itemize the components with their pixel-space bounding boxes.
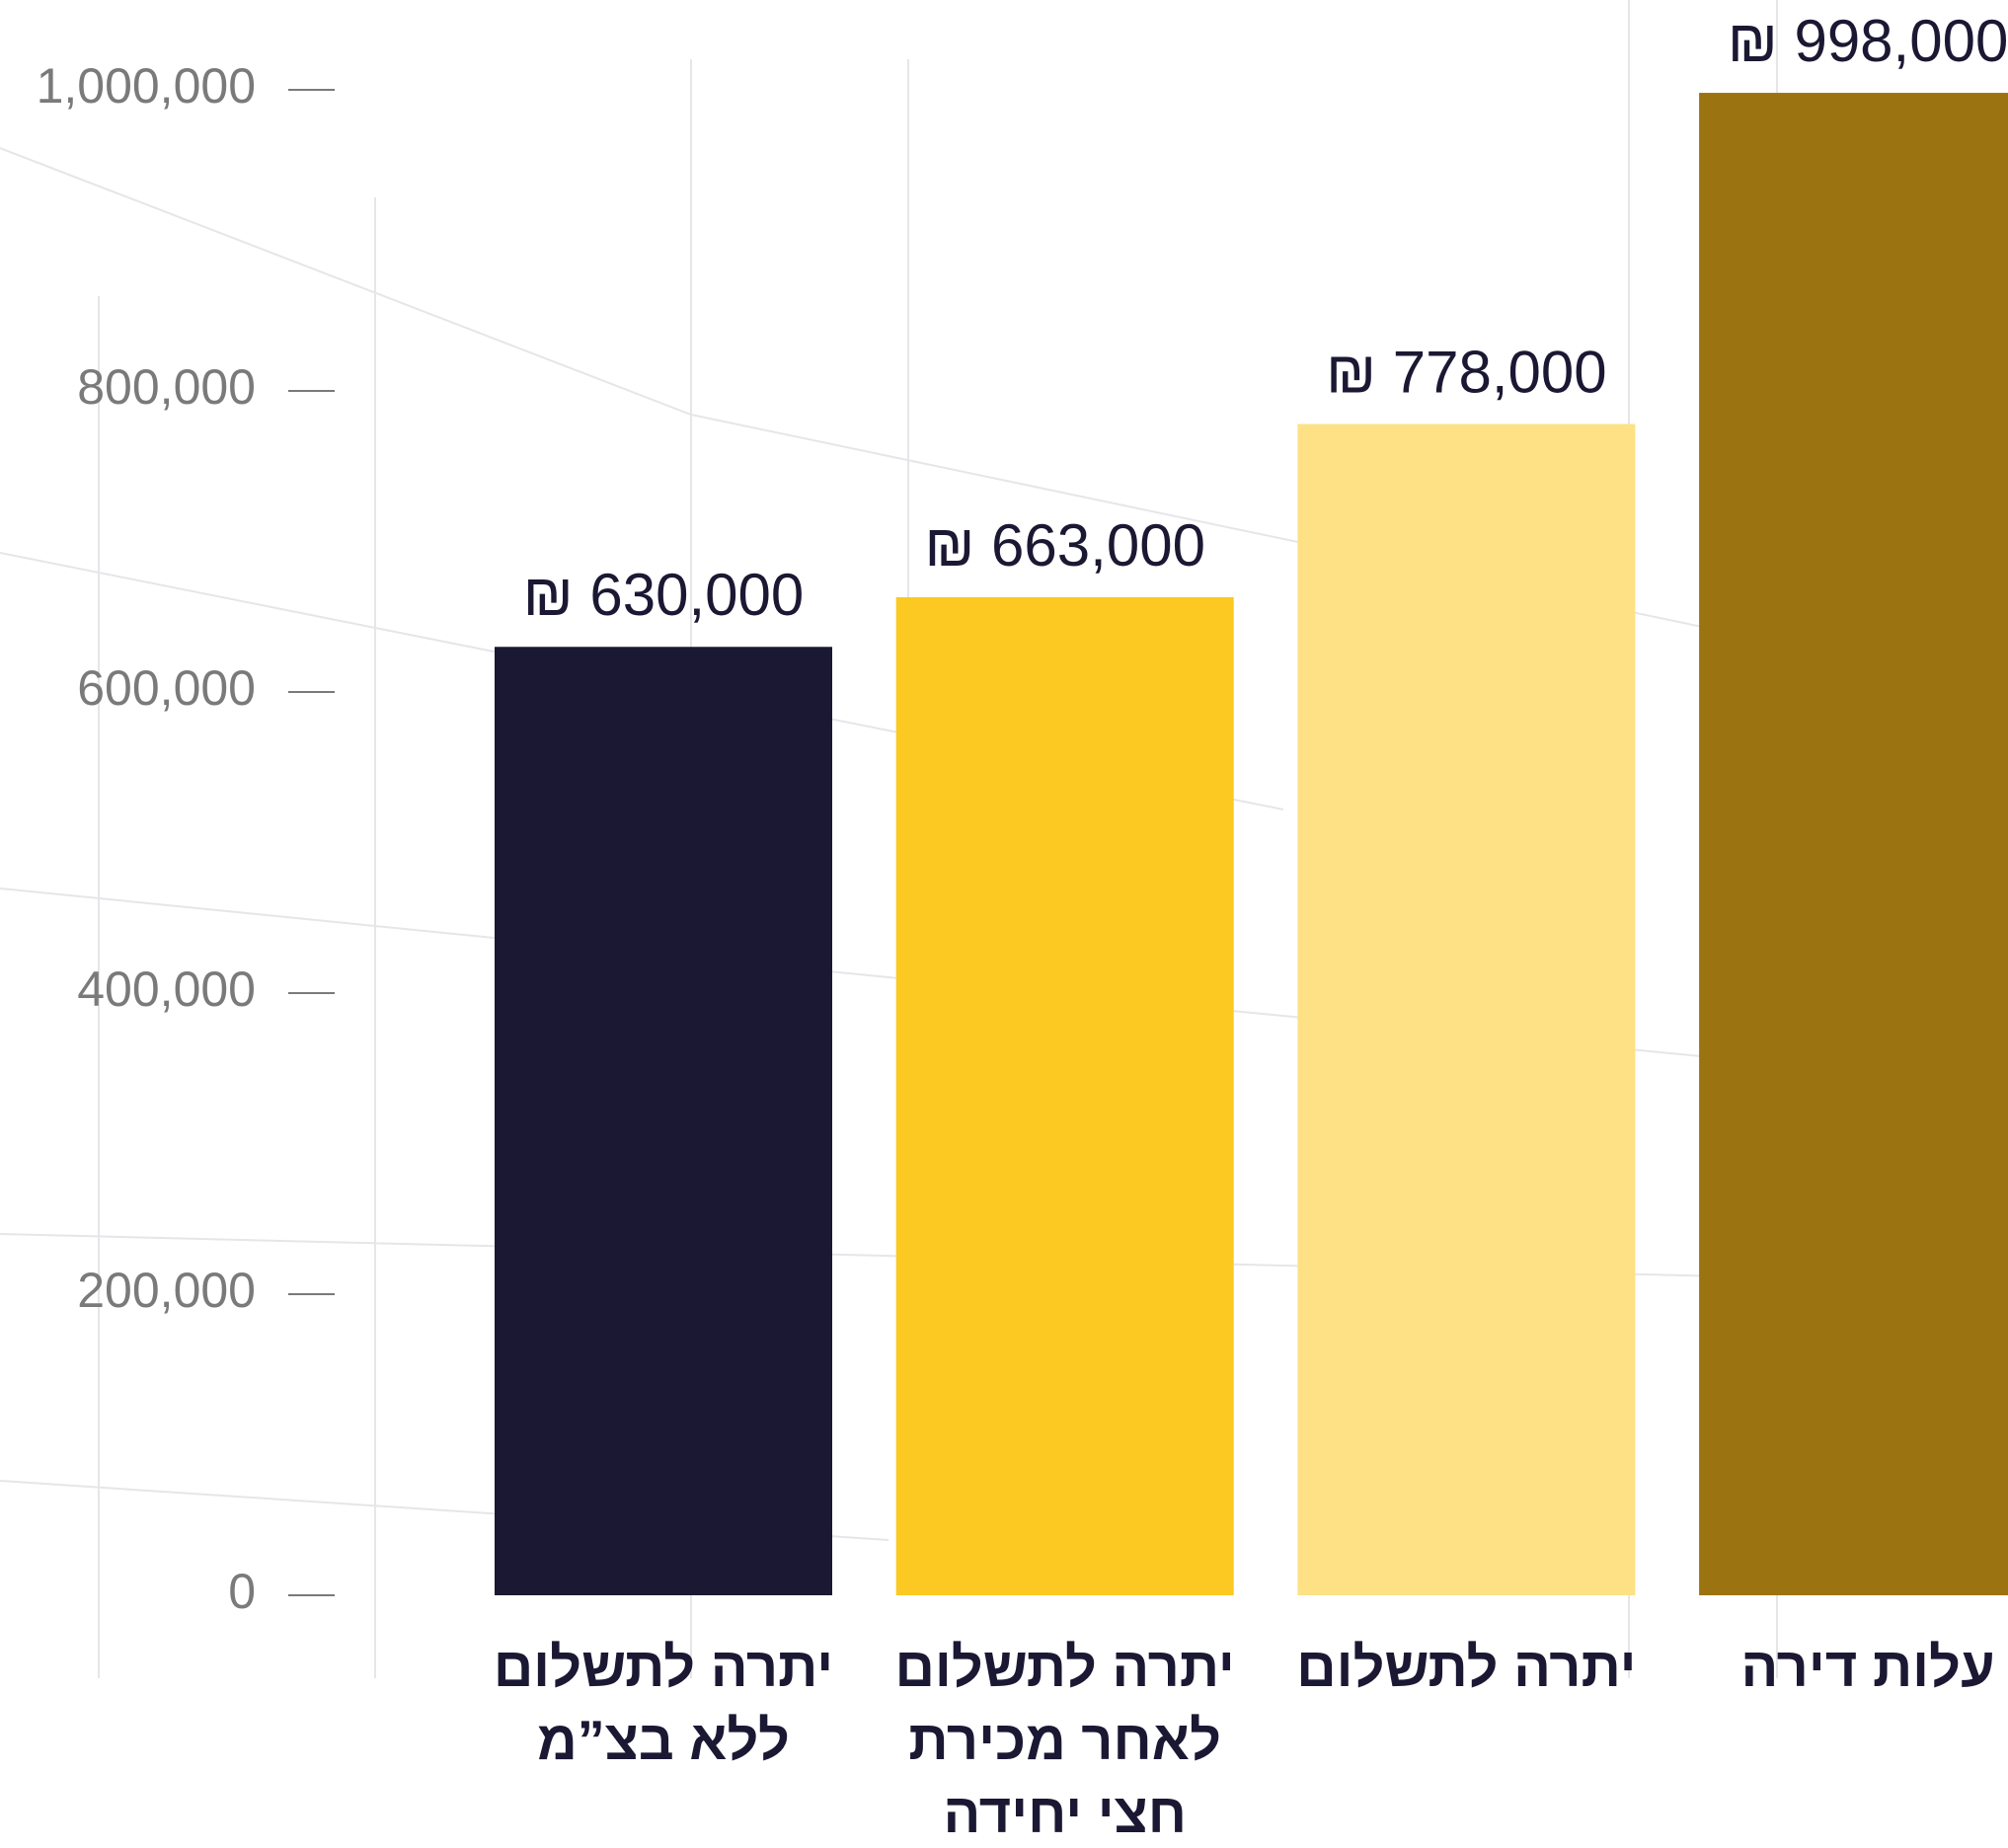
bar xyxy=(1297,424,1636,1595)
value-label: ₪ 630,000 xyxy=(523,562,805,628)
y-tick-label: 600,000 xyxy=(77,660,256,716)
x-tick-label: חצי יחידה xyxy=(943,1782,1186,1844)
y-tick-label: 400,000 xyxy=(77,962,256,1017)
y-tick-label: 1,000,000 xyxy=(37,58,256,114)
value-label: ₪ 778,000 xyxy=(1326,339,1607,405)
bar xyxy=(895,596,1234,1595)
y-tick-label: 200,000 xyxy=(77,1263,256,1318)
y-tick-label: 0 xyxy=(228,1564,256,1619)
value-label: ₪ 663,000 xyxy=(924,512,1205,578)
x-tick-label: יתרה לתשלום xyxy=(494,1636,833,1698)
bar xyxy=(1699,93,2008,1595)
x-tick-label: לאחר מכירת xyxy=(908,1709,1221,1771)
x-tick-label: עלות דירה xyxy=(1740,1636,1994,1698)
x-tick-label: יתרה לתשלום xyxy=(895,1636,1235,1698)
y-tick-label: 800,000 xyxy=(77,359,256,415)
bar xyxy=(495,647,832,1595)
value-label: ₪ 998,000 xyxy=(1728,8,2008,74)
x-tick-label: יתרה לתשלום xyxy=(1296,1636,1636,1698)
x-tick-label: ללא בצ”מ xyxy=(537,1709,790,1771)
